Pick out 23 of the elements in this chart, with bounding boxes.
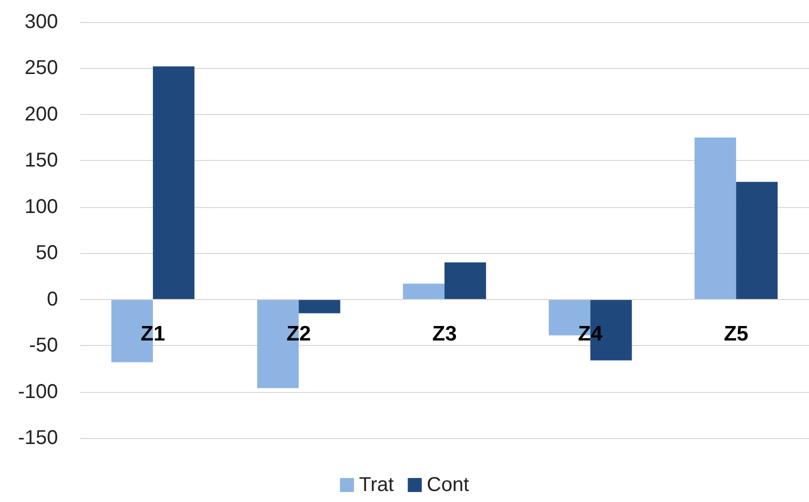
y-tick-label: -150	[18, 427, 58, 449]
bar	[444, 262, 486, 300]
x-tick-label: Z5	[724, 322, 749, 346]
y-tick-label: 0	[46, 288, 58, 310]
bar	[298, 299, 340, 314]
bar	[152, 66, 194, 300]
bar	[736, 182, 778, 300]
y-tick-label: -100	[18, 380, 58, 403]
y-tick-label: 50	[36, 242, 58, 264]
y-tick-label: 300	[24, 11, 58, 33]
x-tick-label: Z3	[432, 322, 457, 346]
y-tick-label: 100	[24, 196, 58, 218]
bar	[694, 138, 736, 300]
x-tick-label: Z4	[578, 322, 603, 346]
y-tick-label: -50	[29, 334, 58, 357]
y-tick-label: 250	[24, 57, 58, 80]
x-tick-label: Z1	[140, 322, 166, 346]
legend-label: Trat	[358, 474, 394, 496]
bar	[402, 284, 444, 300]
y-tick-label: 200	[24, 103, 58, 126]
y-tick-label: 150	[24, 150, 58, 172]
legend-label: Cont	[426, 474, 470, 496]
x-tick-label: Z2	[286, 322, 311, 346]
